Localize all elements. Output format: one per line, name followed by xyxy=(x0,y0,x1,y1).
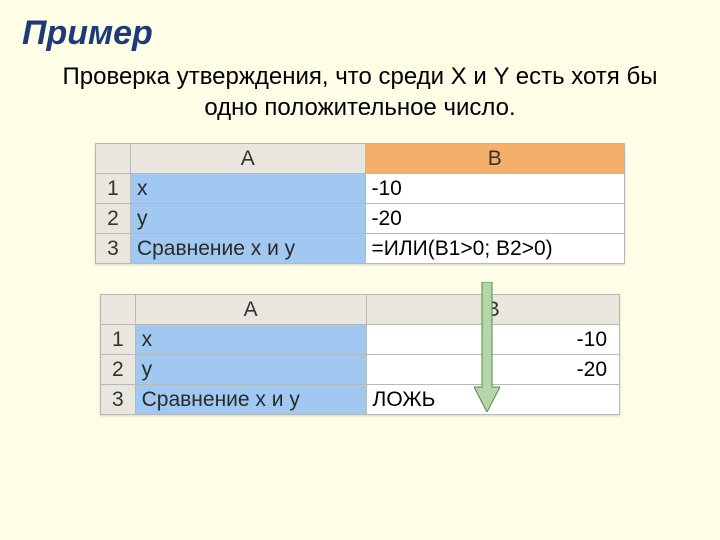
cell-a2: y xyxy=(130,204,365,234)
arrow-down-icon xyxy=(474,282,500,412)
corner-cell xyxy=(96,144,131,174)
row-header: 1 xyxy=(96,174,131,204)
col-header-a: A xyxy=(130,144,365,174)
col-header-a: A xyxy=(135,295,366,325)
cell-a1: x xyxy=(135,325,366,355)
row-header: 2 xyxy=(96,204,131,234)
cell-b1: -10 xyxy=(365,174,625,204)
row-header: 3 xyxy=(96,234,131,264)
spreadsheet-table-1: A B 1 x -10 2 y -20 3 Сравнение х и у =И… xyxy=(95,143,625,264)
row-header: 3 xyxy=(101,385,136,415)
page-title: Пример xyxy=(0,0,720,61)
cell-a3: Сравнение х и у xyxy=(135,385,366,415)
cell-a1: x xyxy=(130,174,365,204)
page-subtitle: Проверка утверждения, что среди X и Y ес… xyxy=(0,61,720,143)
col-header-b: B xyxy=(365,144,625,174)
row-header: 2 xyxy=(101,355,136,385)
cell-b2: -20 xyxy=(365,204,625,234)
cell-a2: y xyxy=(135,355,366,385)
row-header: 1 xyxy=(101,325,136,355)
cell-a3: Сравнение х и у xyxy=(130,234,365,264)
corner-cell xyxy=(101,295,136,325)
cell-b3: =ИЛИ(B1>0; B2>0) xyxy=(365,234,625,264)
spreadsheet-table-2: A B 1 x -10 2 y -20 3 Сравнение х и у ЛО… xyxy=(100,294,620,415)
